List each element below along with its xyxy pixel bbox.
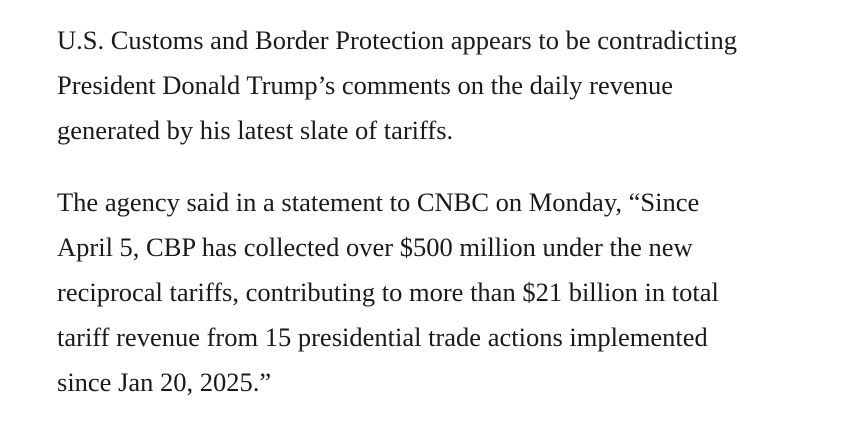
paragraph-line: President Donald Trump’s comments on the… xyxy=(57,70,674,100)
article-body: U.S. Customs and Border Protection appea… xyxy=(57,18,817,405)
paragraph-2: The agency said in a statement to CNBC o… xyxy=(57,180,817,405)
paragraph-line: U.S. Customs and Border Protection appea… xyxy=(57,25,738,55)
paragraph-line: reciprocal tariffs, contributing to more… xyxy=(57,277,719,307)
paragraph-line: April 5, CBP has collected over $500 mil… xyxy=(57,232,693,262)
paragraph-1: U.S. Customs and Border Protection appea… xyxy=(57,18,817,153)
paragraph-line: since Jan 20, 2025.” xyxy=(57,367,272,397)
paragraph-line: generated by his latest slate of tariffs… xyxy=(57,115,454,145)
paragraph-line: The agency said in a statement to CNBC o… xyxy=(57,187,700,217)
paragraph-line: tariff revenue from 15 presidential trad… xyxy=(57,322,708,352)
